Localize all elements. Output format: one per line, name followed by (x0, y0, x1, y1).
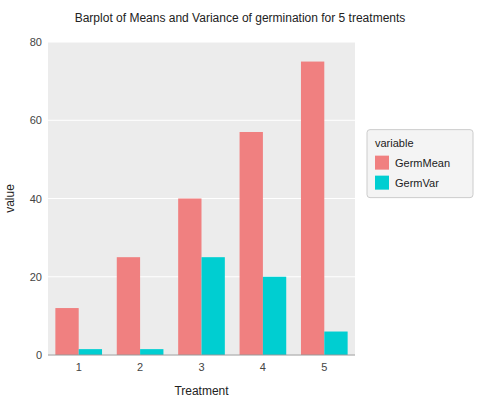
bar (202, 257, 225, 355)
bar (117, 257, 140, 355)
bar (301, 62, 324, 355)
x-axis-line (48, 355, 355, 356)
y-axis-label: value (3, 184, 17, 213)
chart-svg: 0 20 40 60 80 1 2 3 4 5 Barplot of Means and Varia… (0, 0, 480, 413)
y-tick-label: 80 (30, 36, 42, 48)
legend-entry: GermMean (395, 157, 450, 169)
y-tick-label: 60 (30, 114, 42, 126)
legend-box (367, 130, 473, 198)
bar (178, 199, 201, 356)
chart-title: Barplot of Means and Variance of germina… (75, 11, 406, 25)
bar (79, 349, 102, 355)
x-tick-label: 3 (198, 361, 204, 373)
y-tick-label: 20 (30, 271, 42, 283)
bar (240, 132, 263, 355)
x-tick-label: 4 (260, 361, 266, 373)
legend: variable GermMean GermVar (367, 130, 473, 198)
legend-entry: GermVar (395, 177, 439, 189)
chart-container: 0 20 40 60 80 1 2 3 4 5 Barplot of Means and Varia… (0, 0, 480, 413)
y-tick-label: 0 (36, 349, 42, 361)
legend-swatch (375, 176, 389, 190)
y-tick-label: 40 (30, 193, 42, 205)
legend-swatch (375, 156, 389, 170)
grid-line (48, 355, 355, 356)
page: {"chart_data": {"type": "bar", "title": … (0, 0, 480, 413)
x-tick-label: 5 (321, 361, 327, 373)
bars (55, 62, 347, 355)
legend-title: variable (375, 137, 414, 149)
bar (140, 349, 163, 355)
x-tick-label: 2 (137, 361, 143, 373)
bar (55, 308, 78, 355)
bar (263, 277, 286, 355)
bar (324, 332, 347, 355)
x-tick-label: 1 (76, 361, 82, 373)
x-axis-label: Treatment (174, 384, 229, 398)
plot-background (48, 42, 355, 355)
grid-line (48, 42, 355, 43)
